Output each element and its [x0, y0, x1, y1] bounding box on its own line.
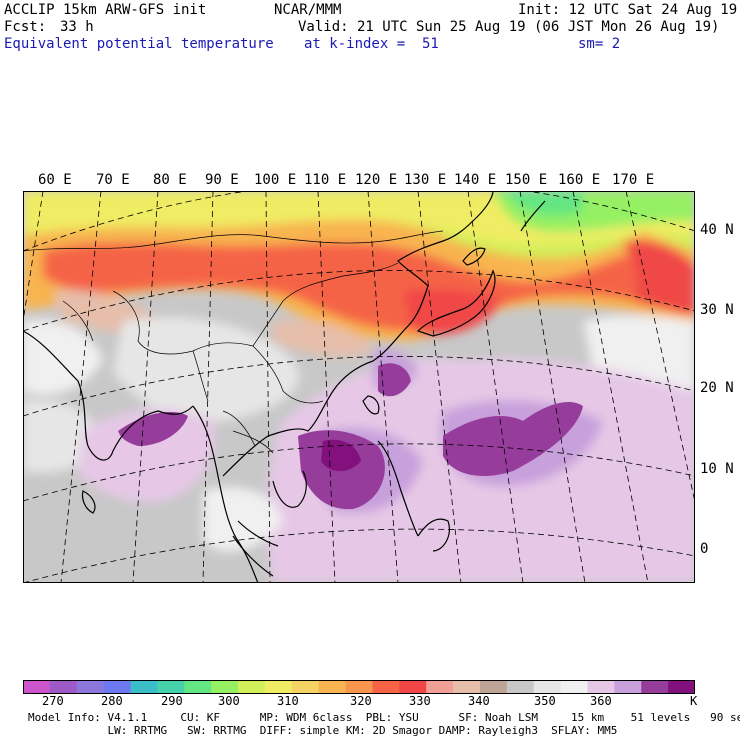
colorbar-swatch	[560, 680, 588, 694]
colorbar-swatch	[49, 680, 78, 694]
lon-label: 110 E	[304, 172, 347, 188]
lon-label: 70 E	[96, 172, 130, 188]
lon-label: 120 E	[355, 172, 398, 188]
lon-label: 130 E	[404, 172, 447, 188]
colorbar-swatch	[668, 680, 695, 694]
coastlines	[23, 191, 546, 583]
colorbar-swatch	[641, 680, 669, 694]
lon-label: 100 E	[254, 172, 297, 188]
colorbar-swatch	[238, 680, 266, 694]
colorbar-tick: 280	[101, 694, 123, 708]
lon-label: 140 E	[454, 172, 497, 188]
smoothing-label: sm= 2	[578, 36, 621, 52]
colorbar-tick: 360	[590, 694, 612, 708]
map-title: ACCLIP 15km ARW-GFS init	[4, 2, 207, 18]
colorbar-frame	[23, 680, 695, 694]
country-borders	[23, 230, 444, 454]
colorbar-swatch	[479, 680, 508, 694]
lat-label: 20 N	[700, 380, 734, 396]
map-frame	[23, 191, 695, 583]
colorbar-swatch	[453, 680, 481, 694]
colorbar-swatch	[211, 680, 239, 694]
org-label: NCAR/MMM	[274, 2, 342, 18]
graticule	[23, 191, 695, 583]
init-time: Init: 12 UTC Sat 24 Aug 19	[518, 2, 738, 18]
theta-e-map	[23, 191, 695, 583]
colorbar-swatch	[426, 680, 454, 694]
level-label: at k-index = 51	[304, 36, 439, 52]
colorbar-swatch	[264, 680, 293, 694]
colorbar-swatch	[399, 680, 427, 694]
lat-label: 10 N	[700, 461, 734, 477]
colorbar-swatch	[157, 680, 185, 694]
colorbar-tick: 340	[468, 694, 490, 708]
lon-label: 170 E	[612, 172, 655, 188]
lon-label: 60 E	[38, 172, 72, 188]
colorbar-tick: 300	[218, 694, 240, 708]
colorbar-swatch	[372, 680, 400, 694]
colorbar-unit: K	[690, 694, 698, 708]
colorbar-swatch	[23, 680, 51, 694]
colorbar-tick: 330	[409, 694, 431, 708]
colorbar-tick: 320	[350, 694, 372, 708]
colorbar-swatch	[345, 680, 373, 694]
lon-label: 160 E	[558, 172, 601, 188]
colorbar-swatch	[103, 680, 132, 694]
valid-time: Valid: 21 UTC Sun 25 Aug 19 (06 JST Mon …	[298, 19, 720, 35]
colorbar-swatch	[318, 680, 347, 694]
colorbar-swatch	[291, 680, 320, 694]
field-name: Equivalent potential temperature	[4, 36, 274, 52]
colorbar-tick: 270	[42, 694, 64, 708]
colorbar-swatch	[184, 680, 212, 694]
lat-label: 0	[700, 541, 709, 557]
colorbar	[23, 680, 695, 694]
lat-label: 30 N	[700, 302, 734, 318]
forecast-label: Fcst:	[4, 19, 47, 35]
model-info-line2: LW: RRTMG SW: RRTMG DIFF: simple KM: 2D …	[28, 724, 618, 737]
forecast-hour: 33 h	[60, 19, 94, 35]
model-info-line1: Model Info: V4.1.1 CU: KF MP: WDM 6class…	[28, 711, 740, 724]
lon-label: 90 E	[205, 172, 239, 188]
colorbar-swatch	[533, 680, 562, 694]
lon-label: 80 E	[153, 172, 187, 188]
colorbar-tick: 350	[534, 694, 556, 708]
convective-cores	[118, 363, 583, 510]
colorbar-swatch	[506, 680, 535, 694]
colorbar-tick: 310	[277, 694, 299, 708]
colorbar-swatch	[614, 680, 642, 694]
colorbar-tick: 290	[161, 694, 183, 708]
colorbar-swatch	[587, 680, 615, 694]
lat-label: 40 N	[700, 222, 734, 238]
colorbar-swatch	[130, 680, 158, 694]
lon-label: 150 E	[505, 172, 548, 188]
colorbar-swatch	[76, 680, 105, 694]
